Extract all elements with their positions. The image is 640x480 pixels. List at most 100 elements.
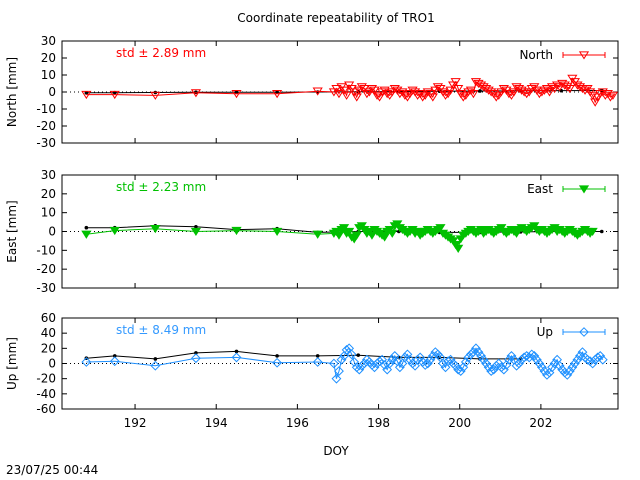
east-series-point	[435, 224, 446, 233]
up-series-point	[450, 360, 461, 371]
east-series-point	[333, 231, 345, 240]
up-series-point	[405, 354, 415, 365]
north-series-point	[361, 90, 372, 99]
north-series-point	[536, 88, 548, 97]
north-series-point	[389, 84, 400, 94]
north-series-point	[369, 86, 380, 95]
x-tick-label: 200	[448, 416, 471, 430]
up-series-point	[575, 351, 585, 361]
east-series-point	[109, 226, 120, 236]
north-series-point	[382, 90, 393, 99]
east-series-point	[190, 227, 202, 237]
up-series-point	[547, 362, 557, 373]
up-series-point	[592, 352, 603, 363]
north-legend: North	[519, 48, 606, 62]
up-series-point	[511, 360, 522, 371]
north-series-point	[503, 90, 515, 99]
north-panel: 30 20 10 0 -10 -20 -30 North [mm] std ± 2.89 mm N…	[5, 34, 619, 150]
up-series-point	[488, 364, 499, 375]
north-series-point	[552, 81, 563, 90]
up-series-point	[455, 366, 466, 376]
up-series-point	[410, 360, 420, 371]
north-series-point	[546, 83, 558, 92]
north-series-point	[231, 90, 242, 99]
up-legend-label: Up	[537, 325, 553, 339]
up-series-point	[382, 364, 393, 375]
up-series-point	[524, 352, 535, 363]
up-ytick-label: -60	[36, 402, 56, 416]
up-series-point	[476, 351, 486, 361]
east-legend: East	[527, 182, 606, 196]
up-series-point	[498, 364, 509, 375]
up-reference-point	[315, 354, 320, 358]
north-series-point	[519, 88, 530, 97]
north-series-point	[521, 90, 532, 99]
north-series-point	[577, 84, 588, 94]
east-series-point	[312, 230, 323, 239]
x-tick-label: 196	[286, 416, 309, 430]
up-series-point	[427, 351, 438, 361]
up-y-axis-label: Up [mm]	[5, 337, 19, 390]
east-reference-point	[84, 225, 89, 230]
up-series-point	[478, 354, 489, 365]
east-series-point	[271, 227, 283, 237]
north-series-point	[333, 90, 345, 99]
up-series-point	[534, 358, 545, 369]
east-ytick-label: -10	[36, 243, 56, 257]
north-series-point	[562, 83, 573, 92]
up-series-point	[582, 354, 593, 365]
north-series-point	[440, 91, 451, 100]
chart-panels: 30 20 10 0 -10 -20 -30 North [mm] std ± 2.89 mm N…	[5, 34, 619, 430]
up-reference-point	[194, 351, 198, 355]
east-series-point	[379, 233, 390, 242]
north-series-point	[432, 83, 444, 92]
up-series-point	[465, 349, 476, 360]
north-series-point	[338, 86, 350, 95]
north-series-point	[486, 88, 497, 97]
north-series-point	[450, 78, 461, 87]
north-ytick-label: 0	[48, 85, 56, 99]
east-reference-point	[599, 229, 604, 234]
up-series-point	[312, 357, 323, 367]
north-series-point	[605, 93, 616, 102]
up-series-point	[339, 351, 349, 361]
up-ytick-label: 40	[41, 326, 56, 340]
east-panel: 30 20 10 0 -10 -20 -30 East [mm] std ± 2.23 mm Ea…	[5, 168, 619, 295]
up-series-point	[471, 343, 481, 354]
north-series-point	[331, 84, 342, 94]
up-series-point	[415, 352, 426, 363]
up-series-point	[453, 364, 464, 375]
up-series-point	[443, 356, 453, 367]
up-series-point	[463, 352, 474, 363]
up-series-point	[81, 357, 92, 367]
up-series-point	[531, 354, 542, 365]
east-series-point	[231, 226, 242, 236]
up-series-point	[231, 352, 242, 363]
up-series-point	[595, 351, 606, 361]
north-series-point	[544, 88, 555, 97]
x-tick-label: 198	[367, 416, 390, 430]
up-series-point	[567, 362, 578, 373]
up-series-point	[369, 362, 380, 373]
east-series-point	[344, 227, 355, 237]
up-series-point	[536, 362, 547, 373]
up-series-point	[336, 354, 347, 365]
north-series-point	[150, 91, 161, 100]
up-series-point	[445, 354, 456, 365]
up-series-point	[354, 364, 365, 375]
north-reference-point	[275, 90, 279, 94]
north-series-point	[190, 89, 202, 98]
north-series-point	[81, 90, 92, 100]
north-series-point	[349, 88, 360, 97]
north-series-point	[458, 93, 469, 102]
north-series-point	[498, 84, 509, 94]
up-series-point	[329, 358, 339, 369]
up-series-point	[564, 366, 575, 376]
north-series-point	[351, 93, 362, 102]
north-ytick-label: 10	[41, 68, 56, 82]
up-series-point	[597, 354, 608, 365]
up-series-point	[384, 358, 395, 369]
